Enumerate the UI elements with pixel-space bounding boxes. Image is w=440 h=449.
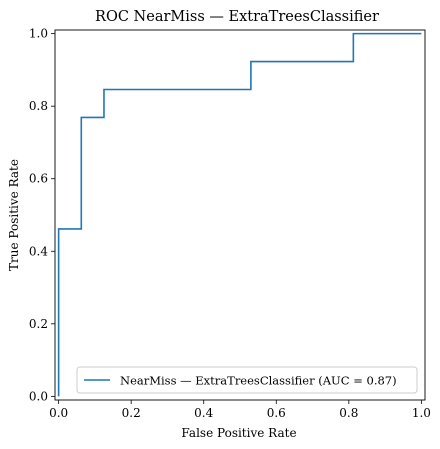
- x-tick-label: 0.0: [49, 406, 68, 420]
- x-tick-label: 0.8: [339, 406, 358, 420]
- x-tick-label: 0.2: [122, 406, 141, 420]
- legend-entry-label: NearMiss — ExtraTreesClassifier (AUC = 0…: [120, 374, 397, 388]
- y-tick-label: 0.0: [29, 389, 48, 403]
- x-tick-label: 0.6: [267, 406, 286, 420]
- chart-title: ROC NearMiss — ExtraTreesClassifier: [95, 9, 379, 25]
- y-tick-label: 0.6: [29, 172, 48, 186]
- legend: NearMiss — ExtraTreesClassifier (AUC = 0…: [76, 366, 418, 394]
- y-tick-label: 0.2: [29, 317, 48, 331]
- y-axis-label: True Positive Rate: [7, 159, 21, 271]
- plot-area: [54, 29, 426, 401]
- x-tick-label: 0.4: [194, 406, 213, 420]
- axis-ticks: 0.0 0.2 0.4 0.6 0.8 1.0 0.0 0.2 0.4 0.6 0.8 1.0: [29, 27, 431, 420]
- axes-frame: [54, 29, 426, 401]
- x-axis-label: False Positive Rate: [181, 426, 296, 440]
- roc-curve-line: [57, 32, 422, 397]
- y-tick-label: 1.0: [29, 27, 48, 41]
- y-tick-label: 0.8: [29, 99, 48, 113]
- y-tick-label: 0.4: [29, 244, 48, 258]
- x-tick-label: 1.0: [412, 406, 431, 420]
- legend-box: [76, 366, 418, 394]
